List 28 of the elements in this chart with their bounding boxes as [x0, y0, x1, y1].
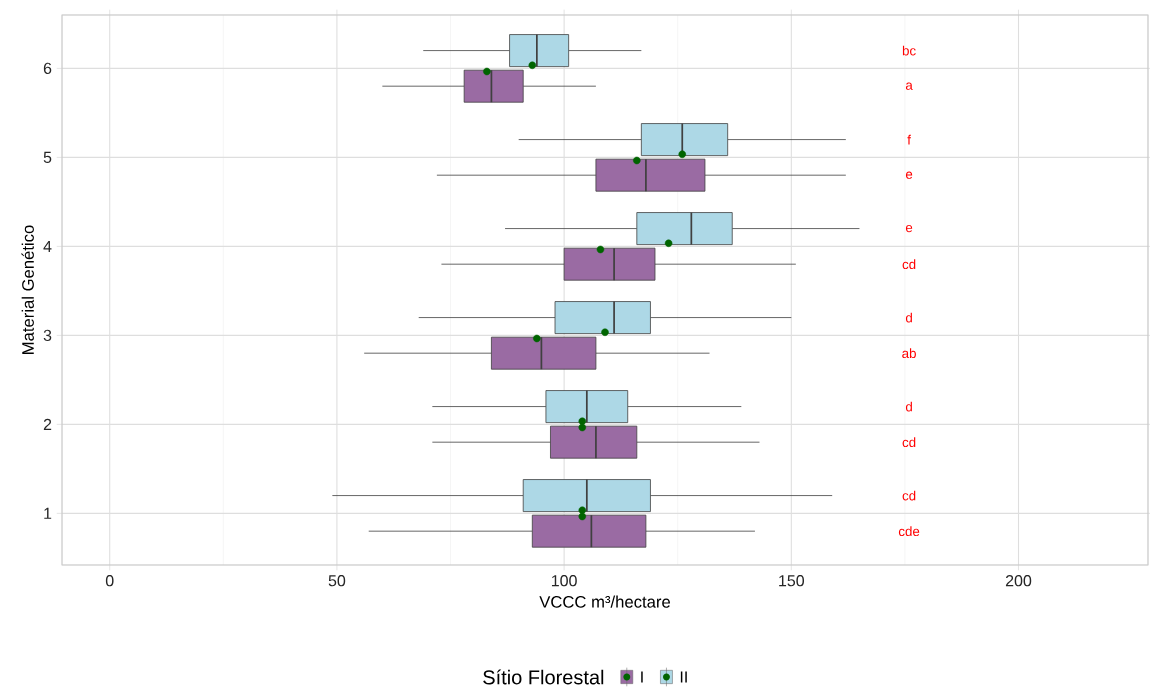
y-tick-label: 6 [43, 62, 52, 75]
legend-title: Sítio Florestal [483, 669, 604, 685]
text: d [905, 401, 912, 412]
x-tick-label: 100 [551, 575, 577, 587]
text: f [907, 134, 911, 145]
x-tick-label: 150 [779, 575, 805, 587]
text: a [905, 82, 913, 90]
text: cd [902, 490, 916, 501]
text: ab [902, 348, 916, 359]
text: cde [898, 526, 920, 537]
text: bc [902, 45, 916, 56]
y-tick-label: 5 [43, 151, 52, 163]
x-tick-label: 50 [328, 575, 346, 587]
y-axis-title: Material Genético [21, 225, 34, 354]
x-axis-title: VCCC m³/hectare [539, 595, 670, 608]
text: e [905, 171, 913, 179]
x-tick-label: 0 [105, 575, 114, 587]
text: cd [902, 259, 916, 270]
text: e [905, 224, 913, 233]
y-tick-label: 1 [44, 507, 52, 519]
y-tick-label: 2 [43, 418, 52, 430]
y-tick-label: 4 [43, 240, 52, 252]
text: d [905, 312, 912, 323]
legend-label: I [641, 671, 643, 683]
x-tick-label: 200 [1005, 575, 1032, 587]
y-tick-label: 3 [43, 329, 52, 342]
text: cd [902, 437, 916, 448]
legend-label: II [680, 671, 687, 683]
